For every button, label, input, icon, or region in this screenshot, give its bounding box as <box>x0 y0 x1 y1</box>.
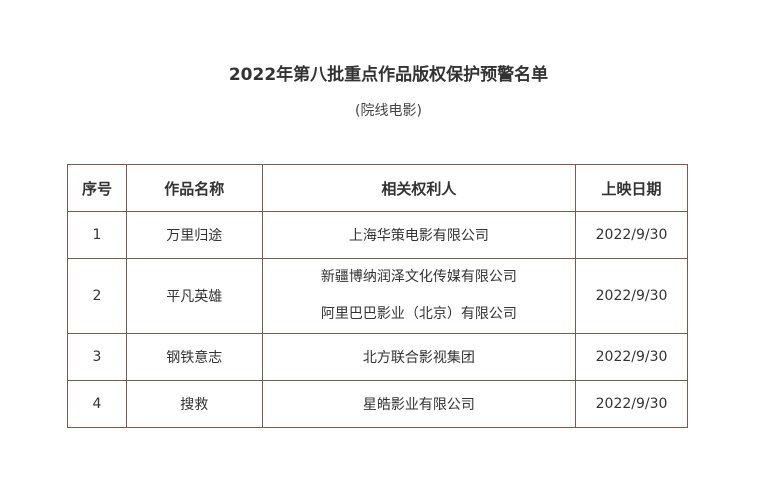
header-no: 序号 <box>67 164 127 212</box>
cell-holders: 上海华策电影有限公司 <box>261 211 577 259</box>
table-row: 1 万里归途 上海华策电影有限公司 2022/9/30 <box>67 211 688 259</box>
warning-list-table: 序号 作品名称 相关权利人 上映日期 1 万里归途 上海华策电影有限公司 202… <box>67 164 688 428</box>
cell-holders: 星皓影业有限公司 <box>261 380 577 428</box>
cell-date: 2022/9/30 <box>575 380 688 428</box>
table-header-row: 序号 作品名称 相关权利人 上映日期 <box>67 164 688 212</box>
cell-date: 2022/9/30 <box>575 211 688 259</box>
cell-date: 2022/9/30 <box>575 258 688 334</box>
page-title: 2022年第八批重点作品版权保护预警名单 <box>228 65 549 85</box>
cell-no: 1 <box>67 211 127 259</box>
cell-no: 4 <box>67 380 127 428</box>
table-row: 2 平凡英雄 新疆博纳润泽文化传媒有限公司 阿里巴巴影业（北京）有限公司 202… <box>67 258 688 334</box>
cell-holders: 北方联合影视集团 <box>261 333 577 381</box>
header-name: 作品名称 <box>125 164 263 212</box>
cell-name: 平凡英雄 <box>125 258 263 334</box>
cell-no: 2 <box>67 258 127 334</box>
table-row: 4 搜救 星皓影业有限公司 2022/9/30 <box>67 380 688 428</box>
holder-line: 阿里巴巴影业（北京）有限公司 <box>320 306 517 322</box>
table-row: 3 钢铁意志 北方联合影视集团 2022/9/30 <box>67 333 688 381</box>
cell-name: 万里归途 <box>125 211 263 259</box>
page-subtitle: (院线电影) <box>355 103 422 119</box>
cell-name: 搜救 <box>125 380 263 428</box>
cell-no: 3 <box>67 333 127 381</box>
cell-name: 钢铁意志 <box>125 333 263 381</box>
cell-date: 2022/9/30 <box>575 333 688 381</box>
header-date: 上映日期 <box>575 164 688 212</box>
holder-line: 新疆博纳润泽文化传媒有限公司 <box>320 269 517 285</box>
header-holders: 相关权利人 <box>261 164 577 212</box>
cell-holders: 新疆博纳润泽文化传媒有限公司 阿里巴巴影业（北京）有限公司 <box>261 258 577 334</box>
